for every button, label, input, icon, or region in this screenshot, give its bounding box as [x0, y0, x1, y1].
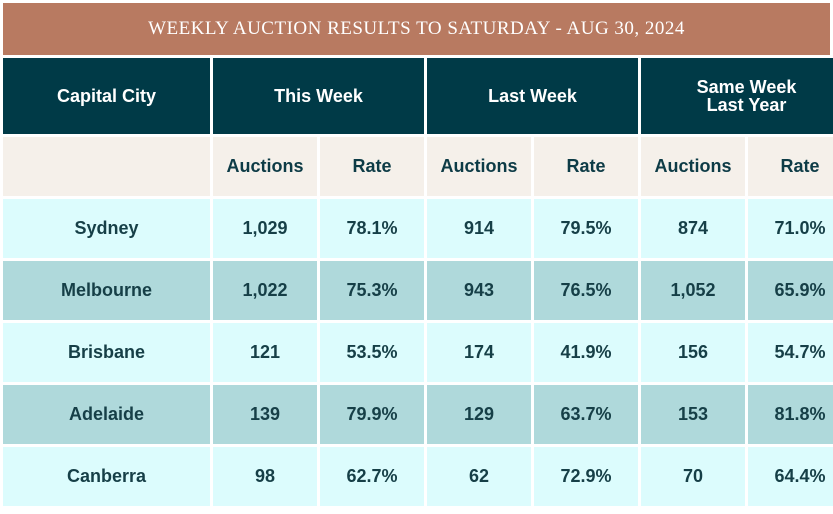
data-cell: 70 — [641, 447, 746, 506]
subheader-rate: Rate — [320, 137, 425, 196]
city-cell: Canberra — [3, 447, 210, 506]
city-cell: Melbourne — [3, 261, 210, 320]
data-cell: 129 — [427, 385, 532, 444]
header-last-week: Last Week — [427, 58, 639, 134]
data-cell: 914 — [427, 199, 532, 258]
data-cell: 62.7% — [320, 447, 425, 506]
city-cell: Adelaide — [3, 385, 210, 444]
data-cell: 64.4% — [748, 447, 833, 506]
subheader-auctions: Auctions — [427, 137, 532, 196]
data-cell: 139 — [213, 385, 317, 444]
data-cell: 76.5% — [534, 261, 639, 320]
table-row: Adelaide 139 79.9% 129 63.7% 153 81.8% — [3, 385, 833, 444]
table-row: Brisbane 121 53.5% 174 41.9% 156 54.7% — [3, 323, 833, 382]
subheader-rate: Rate — [748, 137, 833, 196]
data-cell: 65.9% — [748, 261, 833, 320]
header-same-week-last-year: Same Week Last Year — [641, 58, 833, 134]
data-cell: 174 — [427, 323, 532, 382]
data-cell: 153 — [641, 385, 746, 444]
data-cell: 62 — [427, 447, 532, 506]
data-cell: 53.5% — [320, 323, 425, 382]
subheader-auctions: Auctions — [213, 137, 317, 196]
header-this-week: This Week — [213, 58, 425, 134]
data-cell: 78.1% — [320, 199, 425, 258]
subheader-auctions: Auctions — [641, 137, 746, 196]
data-cell: 98 — [213, 447, 317, 506]
data-cell: 1,022 — [213, 261, 317, 320]
data-cell: 63.7% — [534, 385, 639, 444]
city-cell: Sydney — [3, 199, 210, 258]
subheader-blank — [3, 137, 210, 196]
data-cell: 156 — [641, 323, 746, 382]
data-cell: 79.5% — [534, 199, 639, 258]
data-cell: 71.0% — [748, 199, 833, 258]
data-cell: 72.9% — [534, 447, 639, 506]
data-cell: 81.8% — [748, 385, 833, 444]
data-cell: 41.9% — [534, 323, 639, 382]
data-cell: 79.9% — [320, 385, 425, 444]
header-same-week-last-year-label: Same Week Last Year — [696, 77, 797, 115]
auction-results-table: Capital City This Week Last Week Same We… — [0, 55, 833, 509]
data-cell: 54.7% — [748, 323, 833, 382]
subheader-rate: Rate — [534, 137, 639, 196]
data-cell: 121 — [213, 323, 317, 382]
data-cell: 1,029 — [213, 199, 317, 258]
table-row: Canberra 98 62.7% 62 72.9% 70 64.4% — [3, 447, 833, 506]
data-cell: 75.3% — [320, 261, 425, 320]
data-cell: 943 — [427, 261, 532, 320]
header-capital-city: Capital City — [3, 58, 210, 134]
data-cell: 1,052 — [641, 261, 746, 320]
data-cell: 874 — [641, 199, 746, 258]
table-row: Melbourne 1,022 75.3% 943 76.5% 1,052 65… — [3, 261, 833, 320]
table-row: Sydney 1,029 78.1% 914 79.5% 874 71.0% — [3, 199, 833, 258]
city-cell: Brisbane — [3, 323, 210, 382]
table-title: WEEKLY AUCTION RESULTS TO SATURDAY - AUG… — [3, 3, 830, 55]
